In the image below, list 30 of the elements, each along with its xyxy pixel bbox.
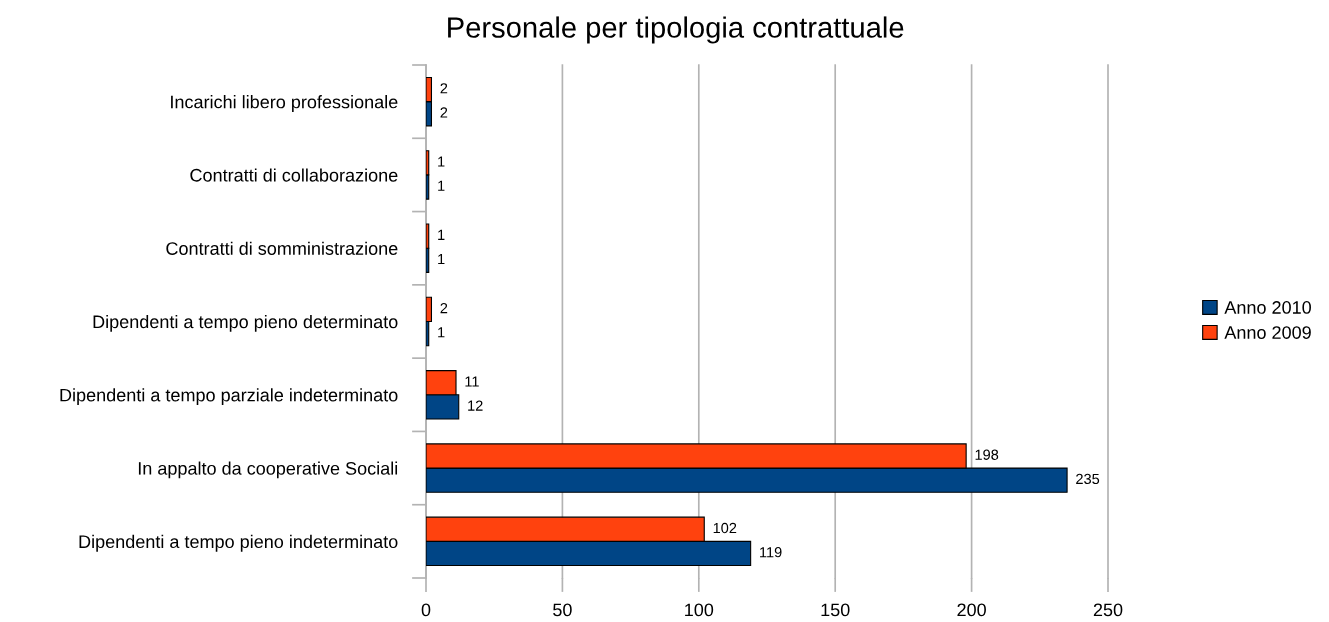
y-tick-label: Dipendenti a tempo pieno determinato	[93, 314, 398, 332]
data-label: 102	[713, 522, 737, 534]
legend-label: Anno 2010	[1224, 301, 1311, 314]
x-tick-label: 0	[421, 603, 431, 617]
data-label: 1	[438, 327, 445, 338]
y-tick-label: Dipendenti a tempo parziale indeterminato	[60, 388, 398, 406]
data-label: 12	[468, 400, 483, 411]
data-label: 2	[440, 107, 448, 118]
y-tick-label: Contratti di collaborazione	[190, 168, 398, 182]
data-label: 198	[975, 449, 999, 460]
x-tick-label: 100	[685, 603, 714, 617]
data-label: 2	[440, 303, 448, 314]
data-label: 1	[438, 180, 445, 191]
legend-label: Anno 2009	[1224, 326, 1311, 339]
y-tick-label: In appalto da cooperative Sociali	[138, 461, 398, 479]
data-label: 11	[465, 376, 479, 387]
data-label: 1	[438, 156, 445, 167]
data-label: 2	[440, 83, 448, 94]
chart-title: Personale per tipologia contrattuale	[448, 16, 904, 44]
y-tick-label: Incarichi libero professionale	[171, 95, 398, 112]
x-tick-label: 200	[957, 603, 986, 617]
data-label: 1	[438, 229, 445, 240]
y-tick-label: Dipendenti a tempo pieno indeterminato	[79, 534, 398, 552]
data-label: 235	[1076, 473, 1100, 485]
x-tick-label: 150	[821, 603, 850, 617]
data-label: 119	[760, 547, 782, 558]
y-tick-label: Contratti di somministrazione	[166, 241, 398, 255]
x-tick-label: 50	[553, 603, 572, 617]
data-label: 1	[438, 254, 445, 265]
x-tick-label: 250	[1093, 603, 1123, 617]
